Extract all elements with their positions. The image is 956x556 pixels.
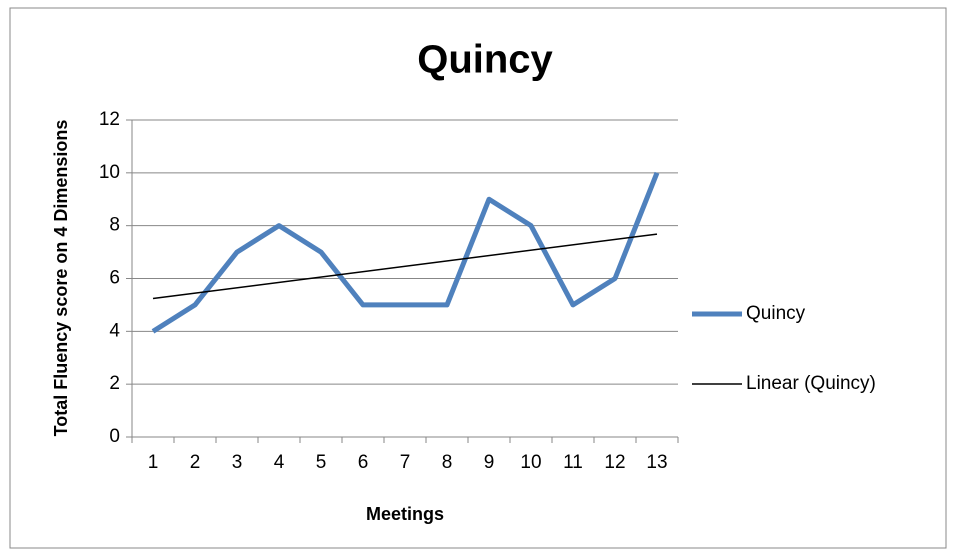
y-tick-label: 2 — [109, 373, 120, 394]
x-tick-label: 5 — [316, 452, 327, 473]
legend-label: Linear (Quincy) — [746, 373, 876, 394]
x-tick-label: 8 — [442, 452, 453, 473]
x-axis-label: Meetings — [366, 504, 444, 524]
trendline — [152, 233, 658, 300]
y-tick-label: 0 — [109, 426, 120, 447]
x-tick-label: 6 — [358, 452, 369, 473]
y-tick-label: 8 — [109, 215, 120, 236]
legend-label: Quincy — [746, 303, 806, 324]
y-axis-label: Total Fluency score on 4 Dimensions — [51, 120, 71, 437]
x-tick-label: 7 — [400, 452, 411, 473]
y-tick-label: 10 — [99, 162, 120, 183]
x-tick-label: 9 — [484, 452, 495, 473]
y-tick-label: 12 — [99, 109, 120, 130]
y-tick-label: 4 — [109, 320, 120, 341]
x-tick-label: 4 — [274, 452, 285, 473]
x-tick-label: 12 — [604, 452, 625, 473]
x-tick-label: 11 — [563, 452, 583, 473]
x-tick-label: 2 — [190, 452, 201, 473]
x-tick-label: 3 — [232, 452, 243, 473]
x-tick-label: 1 — [148, 452, 159, 473]
x-tick-label: 10 — [520, 452, 541, 473]
y-tick-label: 6 — [109, 268, 120, 289]
chart-title: Quincy — [417, 38, 553, 82]
data-line — [151, 171, 660, 334]
x-tick-label: 13 — [646, 452, 667, 473]
